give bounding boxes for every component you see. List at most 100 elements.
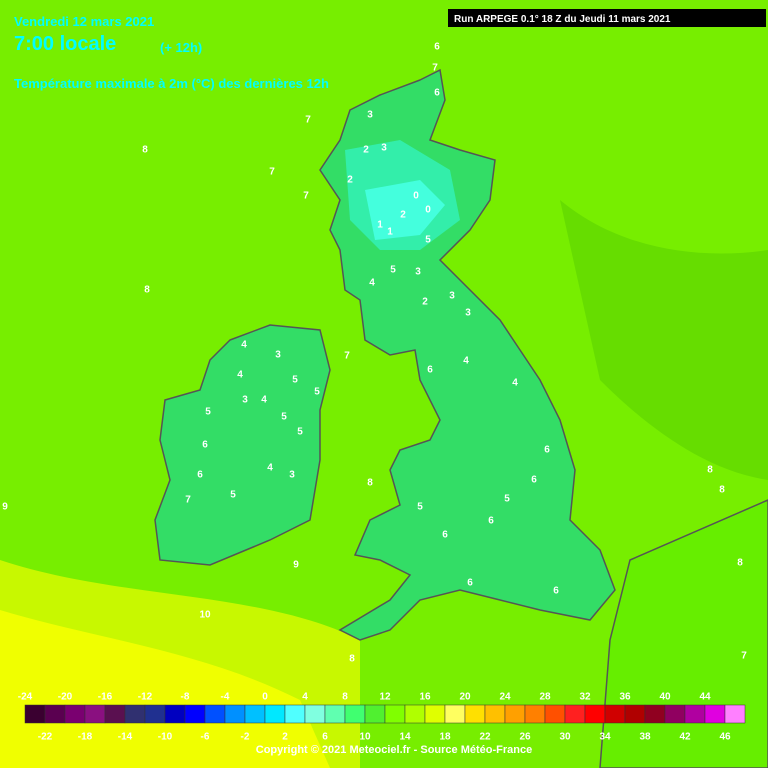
colorbar-label: -8 (181, 692, 190, 703)
contour-label: 7 (185, 495, 191, 506)
contour-label: 6 (427, 365, 433, 376)
colorbar-swatch (44, 704, 66, 724)
continent (599, 499, 768, 768)
contour-label: 8 (707, 465, 713, 476)
colorbar-swatch (144, 704, 166, 724)
colorbar-swatch (244, 704, 266, 724)
colorbar-label: 14 (399, 732, 411, 743)
colorbar-label: -22 (38, 732, 53, 743)
colorbar-swatch (624, 704, 646, 724)
contour-label: 6 (544, 445, 550, 456)
colorbar-label: 26 (519, 732, 531, 743)
colorbar-label: 18 (439, 732, 451, 743)
colorbar-swatch (544, 704, 566, 724)
contour-label: 6 (531, 475, 537, 486)
colorbar-swatch (464, 704, 486, 724)
colorbar-swatch (484, 704, 506, 724)
contour-label: 8 (719, 485, 725, 496)
colorbar-label: 42 (679, 732, 691, 743)
contour-label: 3 (367, 110, 373, 121)
run-banner (448, 9, 766, 27)
colorbar-label: 0 (262, 692, 268, 703)
map-title: Température maximale à 2m (°C) des derni… (14, 76, 329, 91)
colorbar-label: 30 (559, 732, 571, 743)
colorbar-swatch (84, 704, 106, 724)
colorbar-label: 34 (599, 732, 611, 743)
contour-label: 4 (512, 378, 518, 389)
colorbar-swatch (644, 704, 666, 724)
contour-label: 4 (369, 278, 375, 289)
ireland (154, 324, 331, 566)
contour-label: 3 (289, 470, 295, 481)
contour-label: 4 (237, 370, 243, 381)
colorbar-label: -10 (158, 732, 173, 743)
colorbar: -24 -20 -16 -12 -8 -4 0 4 8 12 16 20 24 28 32 36 40 44-22… (18, 692, 746, 743)
time: 7:00 locale (14, 33, 116, 55)
colorbar-swatch (444, 704, 466, 724)
colorbar-swatch (724, 704, 746, 724)
colorbar-swatch (504, 704, 526, 724)
colorbar-swatch (184, 704, 206, 724)
contour-label: 8 (142, 145, 148, 156)
highland-coldest-zone (365, 180, 445, 240)
colorbar-label: 4 (302, 692, 308, 703)
contour-label: 9 (2, 502, 8, 513)
contour-label: 8 (367, 478, 373, 489)
colorbar-swatch (584, 704, 606, 724)
colorbar-label: -12 (138, 692, 153, 703)
contour-label: 7 (344, 351, 350, 362)
contour-label: 7 (303, 191, 309, 202)
contour-label: 7 (741, 651, 747, 662)
contour-label: 4 (261, 395, 267, 406)
copyright: Copyright © 2021 Meteociel.fr - Source M… (256, 744, 532, 756)
colorbar-swatch (364, 704, 386, 724)
colorbar-swatch (24, 704, 46, 724)
contour-label: 6 (434, 88, 440, 99)
colorbar-label: -20 (58, 692, 73, 703)
contour-label: 4 (241, 340, 247, 351)
colorbar-swatch (124, 704, 146, 724)
colorbar-label: 36 (619, 692, 631, 703)
colorbar-swatch (424, 704, 446, 724)
contour-label: 5 (390, 265, 396, 276)
run-info: Run ARPEGE 0.1° 18 Z du Jeudi 11 mars 20… (454, 14, 671, 25)
colorbar-swatch (604, 704, 626, 724)
contour-label: 3 (275, 350, 281, 361)
colorbar-swatch (264, 704, 286, 724)
date: Vendredi 12 mars 2021 (14, 14, 154, 29)
colorbar-label: -18 (78, 732, 93, 743)
colorbar-label: -16 (98, 692, 113, 703)
colorbar-label: 40 (659, 692, 671, 703)
colorbar-swatch (284, 704, 306, 724)
contour-label: 6 (488, 516, 494, 527)
colorbar-label: 22 (479, 732, 491, 743)
colorbar-label: -14 (118, 732, 133, 743)
lead-time: (+ 12h) (160, 40, 202, 55)
contour-label: 10 (199, 610, 211, 621)
colorbar-label: 10 (359, 732, 371, 743)
contour-label: 5 (205, 407, 211, 418)
colorbar-swatch (304, 704, 326, 724)
contour-label: 6 (434, 42, 440, 53)
contour-label: 8 (737, 558, 743, 569)
contour-label: 7 (269, 167, 275, 178)
colorbar-label: 6 (322, 732, 328, 743)
colorbar-label: 32 (579, 692, 591, 703)
contour-label: 4 (463, 356, 469, 367)
contour-label: 5 (281, 412, 287, 423)
contour-label: 3 (415, 267, 421, 278)
colorbar-swatch (664, 704, 686, 724)
contour-label: 6 (197, 470, 203, 481)
contour-label: 5 (314, 387, 320, 398)
contour-label: 5 (292, 375, 298, 386)
warmer-zone (0, 610, 330, 768)
colorbar-swatch (204, 704, 226, 724)
contour-label: 0 (425, 205, 431, 216)
contour-label: 2 (422, 297, 428, 308)
colorbar-swatch (324, 704, 346, 724)
contour-label: 7 (432, 63, 438, 74)
contour-label: 5 (230, 490, 236, 501)
colorbar-label: -24 (18, 692, 33, 703)
colorbar-label: 12 (379, 692, 391, 703)
